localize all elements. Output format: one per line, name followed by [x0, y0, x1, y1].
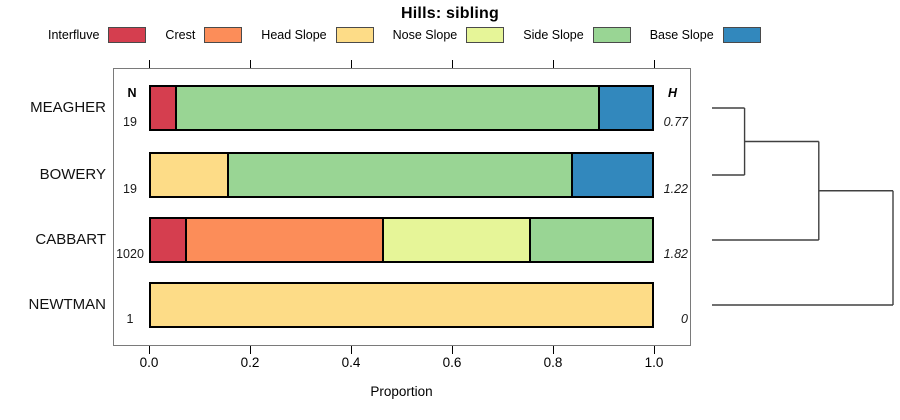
legend-label: Side Slope — [523, 28, 584, 42]
h-column-header: H — [667, 86, 678, 100]
legend-item-crest: Crest — [165, 27, 243, 43]
stacked-bar-newtman — [149, 282, 654, 328]
x-tick-mark-top — [351, 60, 352, 68]
x-tick-mark-top — [452, 60, 453, 68]
bar-segment-crest — [186, 219, 384, 261]
plot-box — [113, 68, 691, 346]
x-tick-label: 0.4 — [341, 355, 361, 370]
n-value-cabbart: 1020 — [116, 247, 144, 261]
bar-segment-base-slope — [600, 87, 652, 129]
row-label-newtman: NEWTMAN — [28, 296, 107, 313]
legend-label: Crest — [165, 28, 196, 42]
legend-swatch-side-slope — [592, 27, 631, 43]
x-tick-mark-top — [553, 60, 554, 68]
legend-item-head-slope: Head Slope — [261, 27, 374, 43]
x-tick-label: 1.0 — [644, 355, 664, 370]
x-tick-mark-bottom — [250, 346, 251, 354]
legend-swatch-interfluve — [108, 27, 147, 43]
row-label-bowery: BOWERY — [39, 166, 106, 183]
x-tick-mark-bottom — [351, 346, 352, 354]
legend-swatch-base-slope — [722, 27, 761, 43]
x-tick-label: 0.8 — [543, 355, 563, 370]
bar-segment-side-slope — [177, 87, 601, 129]
legend-swatch-nose-slope — [466, 27, 505, 43]
x-tick-label: 0.2 — [240, 355, 260, 370]
h-value-newtman: 0 — [681, 312, 688, 326]
x-tick-mark-top — [250, 60, 251, 68]
h-value-meagher: 0.77 — [663, 115, 688, 129]
n-value-meagher: 19 — [123, 115, 137, 129]
stacked-bar-bowery — [149, 152, 654, 198]
x-axis-label: Proportion — [370, 384, 433, 399]
n-column-header: N — [127, 86, 137, 100]
legend-label: Base Slope — [649, 28, 714, 42]
legend-item-interfluve: Interfluve — [48, 27, 147, 43]
bar-segment-nose-slope — [383, 219, 531, 261]
row-label-meagher: MEAGHER — [30, 99, 106, 116]
x-tick-mark-bottom — [149, 346, 150, 354]
legend-label: Head Slope — [261, 28, 327, 42]
legend-item-base-slope: Base Slope — [650, 27, 761, 43]
bar-segment-side-slope — [530, 219, 652, 261]
row-label-cabbart: CABBART — [35, 231, 106, 248]
x-tick-mark-bottom — [452, 346, 453, 354]
x-tick-label: 0.6 — [442, 355, 462, 370]
bar-segment-base-slope — [573, 154, 652, 196]
x-tick-label: 0.0 — [139, 355, 159, 370]
x-tick-mark-top — [149, 60, 150, 68]
stacked-bar-cabbart — [149, 217, 654, 263]
legend-item-side-slope: Side Slope — [523, 27, 631, 43]
legend-item-nose-slope: Nose Slope — [393, 27, 505, 43]
legend-label: Interfluve — [48, 28, 100, 42]
n-value-bowery: 19 — [123, 182, 137, 196]
legend-swatch-crest — [204, 27, 243, 43]
bar-segment-side-slope — [229, 154, 574, 196]
h-value-bowery: 1.22 — [663, 182, 688, 196]
legend-swatch-head-slope — [335, 27, 374, 43]
n-value-newtman: 1 — [126, 312, 134, 326]
legend: Interfluve Crest Head Slope Nose Slope Side … — [48, 26, 780, 44]
bar-segment-head-slope — [151, 284, 652, 326]
x-tick-mark-top — [654, 60, 655, 68]
bar-segment-head-slope — [151, 154, 230, 196]
chart-title: Hills: sibling — [401, 5, 499, 22]
bar-segment-interfluve — [151, 87, 178, 129]
stacked-bar-meagher — [149, 85, 654, 131]
bar-segment-interfluve — [151, 219, 187, 261]
legend-label: Nose Slope — [392, 28, 458, 42]
h-value-cabbart: 1.82 — [663, 247, 688, 261]
x-tick-mark-bottom — [553, 346, 554, 354]
x-tick-mark-bottom — [654, 346, 655, 354]
